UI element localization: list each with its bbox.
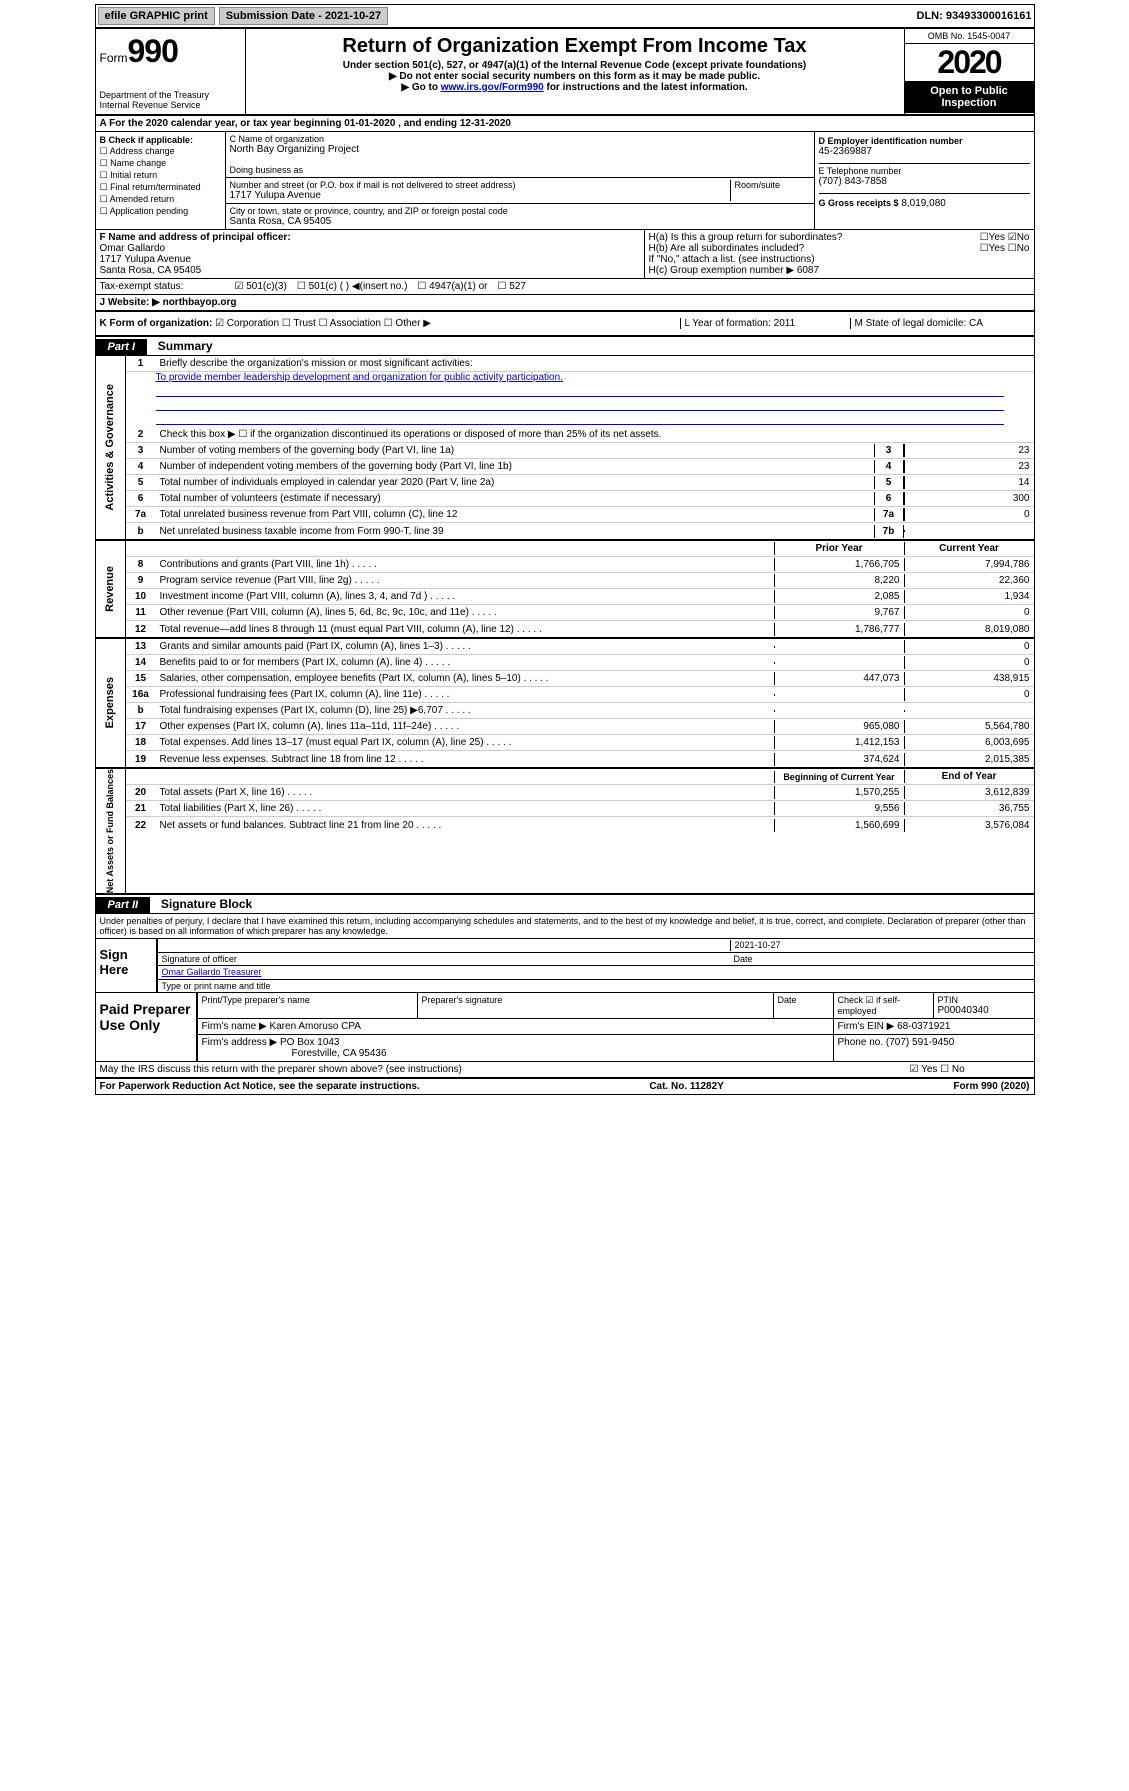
sign-here-block: Sign Here 2021-10-27 Signature of office… [96,939,1034,993]
table-row: 8Contributions and grants (Part VIII, li… [126,557,1034,573]
box-b: B Check if applicable: ☐ Address change … [96,132,226,229]
table-row: 11Other revenue (Part VIII, column (A), … [126,605,1034,621]
box-deg: D Employer identification number 45-2369… [814,132,1034,229]
row-a-taxyear: A For the 2020 calendar year, or tax yea… [96,116,1034,132]
firm-name: Karen Amoruso CPA [269,1021,361,1032]
public-inspection: Open to Public Inspection [905,81,1034,113]
table-row: 9Program service revenue (Part VIII, lin… [126,573,1034,589]
top-bar: efile GRAPHIC print Submission Date - 20… [96,5,1034,29]
table-row: 10Investment income (Part VIII, column (… [126,589,1034,605]
row-klm: K Form of organization: ☑ Corporation ☐ … [96,312,1034,337]
omb-number: OMB No. 1545-0047 [905,29,1034,44]
box-f: F Name and address of principal officer:… [96,230,644,278]
group-exemption: 6087 [797,265,819,276]
subtitle: Under section 501(c), 527, or 4947(a)(1)… [250,60,900,71]
section-expenses: Expenses 13Grants and similar amounts pa… [96,639,1034,769]
form-title: Return of Organization Exempt From Incom… [250,35,900,58]
dln: DLN: 93493300016161 [917,10,1032,22]
table-row: 13Grants and similar amounts paid (Part … [126,639,1034,655]
header-left: Form990 Department of the Treasury Inter… [96,29,246,114]
submission-date: Submission Date - 2021-10-27 [219,7,388,25]
dept-treasury: Department of the Treasury Internal Reve… [100,90,241,110]
table-row: 14Benefits paid to or for members (Part … [126,655,1034,671]
table-row: 17Other expenses (Part IX, column (A), l… [126,719,1034,735]
note2: ▶ Go to www.irs.gov/Form990 for instruct… [250,82,900,93]
firm-phone: (707) 591-9450 [886,1037,954,1048]
header: Form990 Department of the Treasury Inter… [96,29,1034,116]
table-row: 19Revenue less expenses. Subtract line 1… [126,751,1034,767]
firm-ein: 68-0371921 [897,1021,950,1032]
website-row: J Website: ▶ northbayop.org [96,295,1034,312]
section-bcde: B Check if applicable: ☐ Address change … [96,132,1034,230]
table-row: 12Total revenue—add lines 8 through 11 (… [126,621,1034,637]
discuss-row: May the IRS discuss this return with the… [96,1062,1034,1079]
part1-header: Part I Summary [96,337,1034,356]
telephone: (707) 843-7858 [819,176,1030,187]
ptin: P00040340 [938,1005,1030,1016]
website-url: northbayop.org [163,297,237,308]
org-name: North Bay Organizing Project [230,144,810,155]
perjury-text: Under penalties of perjury, I declare th… [96,914,1034,939]
footer: For Paperwork Reduction Act Notice, see … [96,1079,1034,1094]
table-row: bTotal fundraising expenses (Part IX, co… [126,703,1034,719]
box-c: C Name of organization North Bay Organiz… [226,132,814,229]
street-address: 1717 Yulupa Avenue [230,190,730,201]
part2-header: Part II Signature Block [96,895,1034,914]
efile-button[interactable]: efile GRAPHIC print [98,7,215,25]
ein: 45-2369887 [819,146,1030,157]
irs-link[interactable]: www.irs.gov/Form990 [441,82,544,93]
header-mid: Return of Organization Exempt From Incom… [246,29,904,114]
section-fh: F Name and address of principal officer:… [96,230,1034,279]
table-row: 22Net assets or fund balances. Subtract … [126,817,1034,833]
tax-exempt-row: Tax-exempt status: ☑ 501(c)(3) ☐ 501(c) … [96,279,1034,295]
box-h: H(a) Is this a group return for subordin… [644,230,1034,278]
form-number: 990 [128,33,178,69]
header-right: OMB No. 1545-0047 2020 Open to Public In… [904,29,1034,114]
gross-receipts: 8,019,080 [901,198,946,209]
section-revenue: Revenue Prior YearCurrent Year 8Contribu… [96,541,1034,639]
table-row: 20Total assets (Part X, line 16) . . . .… [126,785,1034,801]
section-governance: Activities & Governance 1Briefly describ… [96,356,1034,541]
state-domicile: M State of legal domicile: CA [850,318,1030,329]
year-formation: L Year of formation: 2011 [680,318,850,329]
paid-preparer-block: Paid Preparer Use Only Print/Type prepar… [96,993,1034,1062]
city-state-zip: Santa Rosa, CA 95405 [230,216,810,227]
mission-text: To provide member leadership development… [156,372,1004,383]
table-row: 16aProfessional fundraising fees (Part I… [126,687,1034,703]
section-netassets: Net Assets or Fund Balances Beginning of… [96,769,1034,895]
tax-year: 2020 [905,44,1034,81]
table-row: 18Total expenses. Add lines 13–17 (must … [126,735,1034,751]
table-row: 15Salaries, other compensation, employee… [126,671,1034,687]
form-990-page: efile GRAPHIC print Submission Date - 20… [95,4,1035,1095]
table-row: 21Total liabilities (Part X, line 26) . … [126,801,1034,817]
note1: ▶ Do not enter social security numbers o… [250,71,900,82]
